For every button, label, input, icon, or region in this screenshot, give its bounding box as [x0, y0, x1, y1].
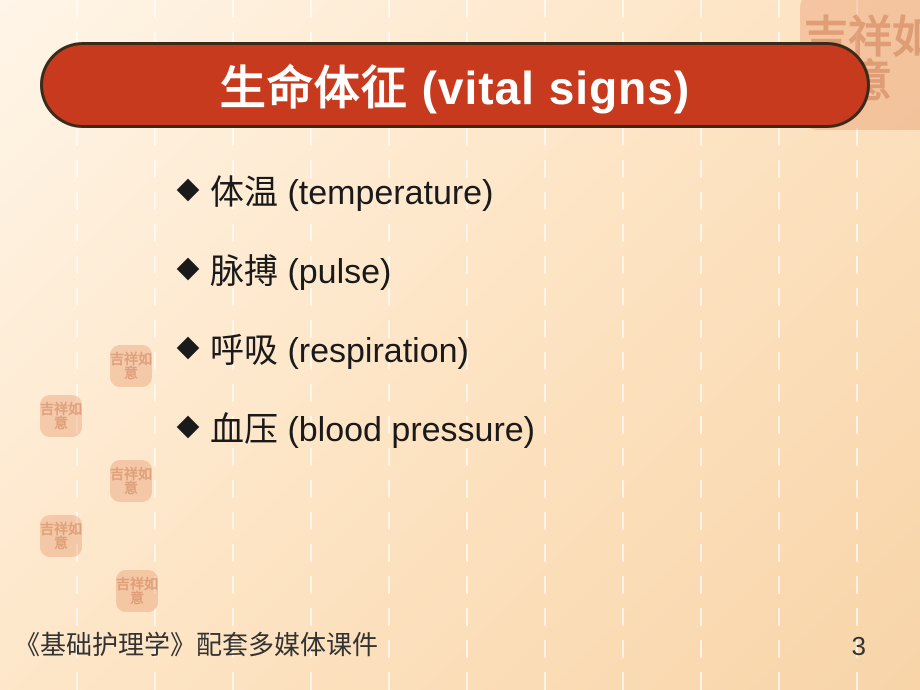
list-item-text: 脉搏 (pulse) [210, 244, 391, 293]
seal-decoration-small: 吉祥如意 [40, 395, 82, 437]
page-number: 3 [852, 631, 866, 662]
diamond-bullet-icon [177, 415, 200, 438]
list-item-text: 呼吸 (respiration) [210, 323, 469, 372]
slide-title-text: 生命体征 (vital signs) [220, 52, 690, 118]
slide-title: 生命体征 (vital signs) [40, 42, 870, 128]
seal-decoration-small: 吉祥如意 [110, 345, 152, 387]
list-item: 呼吸 (respiration) [180, 323, 820, 372]
seal-decoration-small: 吉祥如意 [110, 460, 152, 502]
list-item: 体温 (temperature) [180, 165, 820, 214]
seal-decoration-small: 吉祥如意 [116, 570, 158, 612]
list-item: 脉搏 (pulse) [180, 244, 820, 293]
content-list: 体温 (temperature) 脉搏 (pulse) 呼吸 (respirat… [180, 165, 820, 451]
seal-decoration-small: 吉祥如意 [40, 515, 82, 557]
diamond-bullet-icon [177, 257, 200, 280]
list-item: 血压 (blood pressure) [180, 402, 820, 451]
list-item-text: 体温 (temperature) [210, 165, 493, 214]
list-item-text: 血压 (blood pressure) [210, 402, 535, 451]
diamond-bullet-icon [177, 336, 200, 359]
diamond-bullet-icon [177, 178, 200, 201]
footer-source: 《基础护理学》配套多媒体课件 [14, 625, 378, 662]
